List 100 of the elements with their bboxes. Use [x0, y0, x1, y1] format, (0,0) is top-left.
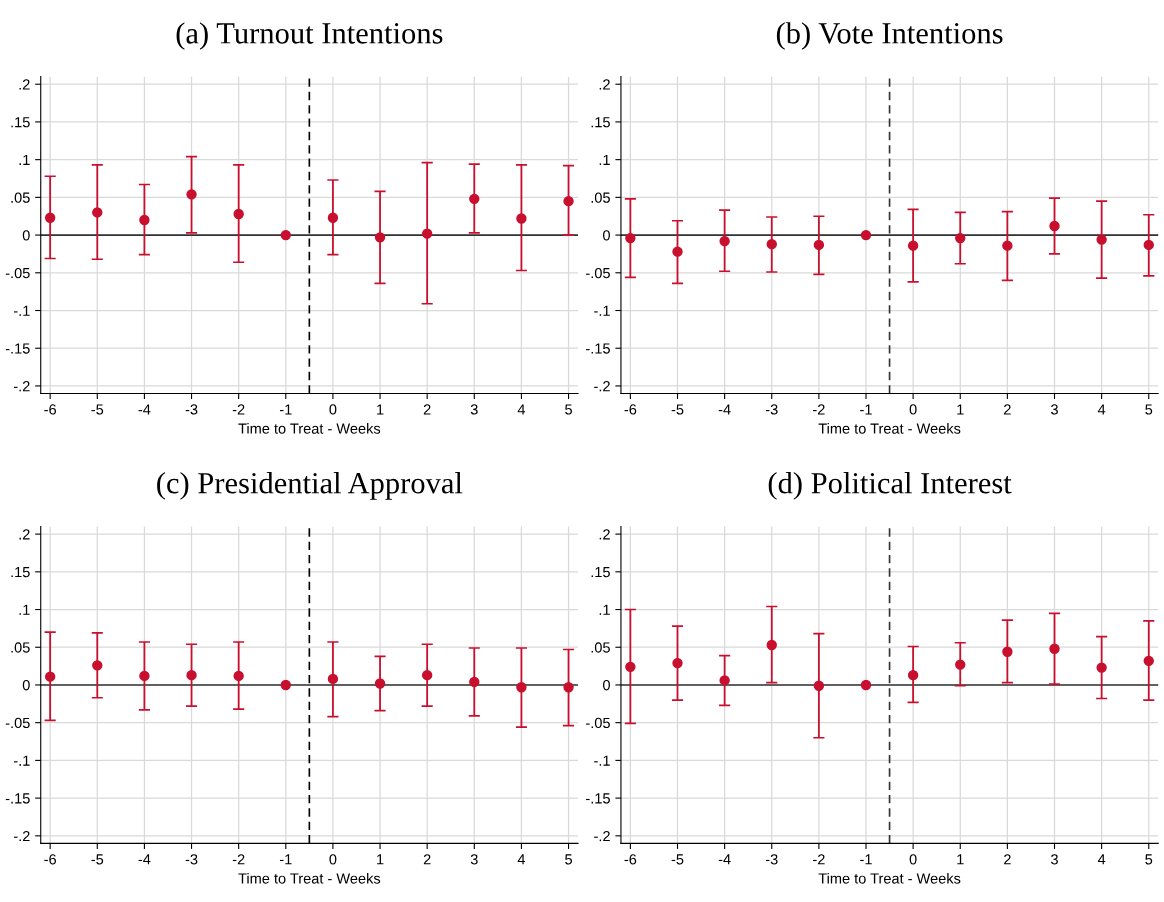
x-tick-label: -3: [185, 404, 198, 415]
x-tick-label: -1: [860, 854, 872, 865]
chart-title: (b) Vote Intentions: [776, 22, 1003, 50]
x-tick-label: 4: [517, 404, 526, 415]
point: [1143, 655, 1154, 667]
point: [955, 232, 966, 244]
point: [625, 661, 636, 673]
x-tick-label: -5: [671, 404, 684, 415]
y-tick-label: .2: [19, 529, 30, 540]
x-tick-label: -5: [91, 404, 104, 415]
point: [813, 680, 825, 691]
x-tick-label: -4: [138, 404, 151, 415]
x-tick-label: 3: [470, 404, 478, 415]
point: [374, 678, 386, 689]
x-axis-title: Time to Treat - Weeks: [818, 423, 961, 434]
point: [374, 232, 386, 243]
point: [672, 657, 683, 669]
y-tick-label: -.15: [5, 793, 30, 804]
x-tick-label: 1: [957, 854, 964, 865]
point: [955, 659, 966, 670]
point: [1002, 240, 1013, 251]
x-tick-label: 1: [957, 404, 964, 415]
x-tick-label: -6: [624, 854, 637, 865]
point: [860, 229, 872, 241]
point: [233, 670, 244, 682]
y-tick-label: -.1: [594, 755, 610, 766]
y-tick-label: -.1: [13, 755, 30, 766]
point: [327, 212, 339, 223]
y-tick-label: -.15: [586, 343, 610, 354]
x-tick-label: 1: [377, 404, 384, 415]
point: [516, 682, 527, 693]
point: [766, 238, 777, 250]
point: [139, 670, 150, 682]
x-tick-label: -3: [765, 404, 778, 415]
y-tick-label: .15: [591, 567, 610, 578]
point: [563, 682, 574, 693]
point: [1002, 646, 1013, 657]
y-tick-label: .05: [591, 192, 610, 203]
point: [280, 229, 291, 241]
chart-title: (d) Political Interest: [768, 472, 1012, 500]
x-tick-label: -3: [185, 854, 198, 865]
x-tick-label: -5: [671, 854, 684, 865]
y-tick-label: -.2: [13, 381, 30, 392]
point: [1096, 662, 1107, 673]
point: [280, 679, 291, 691]
x-axis-title: Time to Treat - Weeks: [818, 872, 961, 884]
x-tick-label: 3: [470, 854, 478, 865]
y-tick-label: -.1: [13, 305, 30, 316]
y-tick-label: -.05: [5, 267, 30, 279]
x-tick-label: 4: [517, 854, 526, 865]
point: [186, 669, 197, 681]
x-tick-label: 3: [1051, 854, 1058, 865]
x-tick-label: 0: [909, 854, 917, 865]
y-tick-label: .2: [599, 79, 610, 90]
chart-title: (a) Turnout Intentions: [176, 22, 443, 50]
y-tick-label: 0: [22, 230, 30, 241]
point: [44, 671, 56, 682]
point: [1049, 643, 1060, 654]
y-tick-label: 0: [602, 680, 610, 691]
x-tick-label: 2: [1004, 854, 1011, 865]
x-tick-label: -2: [232, 854, 245, 865]
chart-title: (c) Presidential Approval: [157, 472, 463, 500]
x-tick-label: 2: [423, 404, 431, 415]
point: [469, 676, 480, 688]
point: [1143, 239, 1154, 251]
point: [139, 214, 150, 226]
y-tick-label: -.2: [594, 381, 610, 392]
x-tick-label: -5: [91, 854, 104, 865]
point: [766, 639, 777, 651]
point: [719, 675, 730, 686]
y-tick-label: 0: [22, 680, 30, 691]
x-tick-label: -6: [44, 854, 57, 865]
point: [719, 235, 730, 247]
y-tick-label: .05: [11, 192, 30, 203]
x-tick-label: -1: [279, 404, 292, 415]
y-tick-label: .15: [591, 117, 610, 128]
point: [907, 669, 919, 681]
y-tick-label: -.1: [594, 305, 610, 316]
x-tick-label: 5: [565, 854, 572, 865]
point: [1096, 234, 1107, 245]
y-tick-label: -.05: [586, 267, 610, 279]
x-tick-label: -3: [765, 854, 778, 865]
x-tick-label: -2: [232, 404, 245, 415]
x-tick-label: 3: [1051, 404, 1058, 415]
point: [44, 212, 56, 223]
x-tick-label: 5: [1145, 404, 1153, 415]
point: [92, 207, 103, 218]
x-tick-label: 5: [565, 404, 572, 415]
point: [516, 213, 527, 224]
x-tick-label: -4: [718, 404, 731, 415]
x-tick-label: 0: [329, 854, 337, 865]
x-tick-label: 4: [1097, 854, 1106, 865]
y-tick-label: -.15: [5, 343, 30, 354]
y-tick-label: .15: [11, 567, 30, 578]
x-tick-label: 4: [1097, 404, 1106, 415]
x-tick-label: 2: [1004, 404, 1011, 415]
point: [186, 189, 197, 200]
point: [92, 660, 103, 671]
y-tick-label: .05: [11, 642, 30, 653]
point: [1049, 220, 1060, 232]
